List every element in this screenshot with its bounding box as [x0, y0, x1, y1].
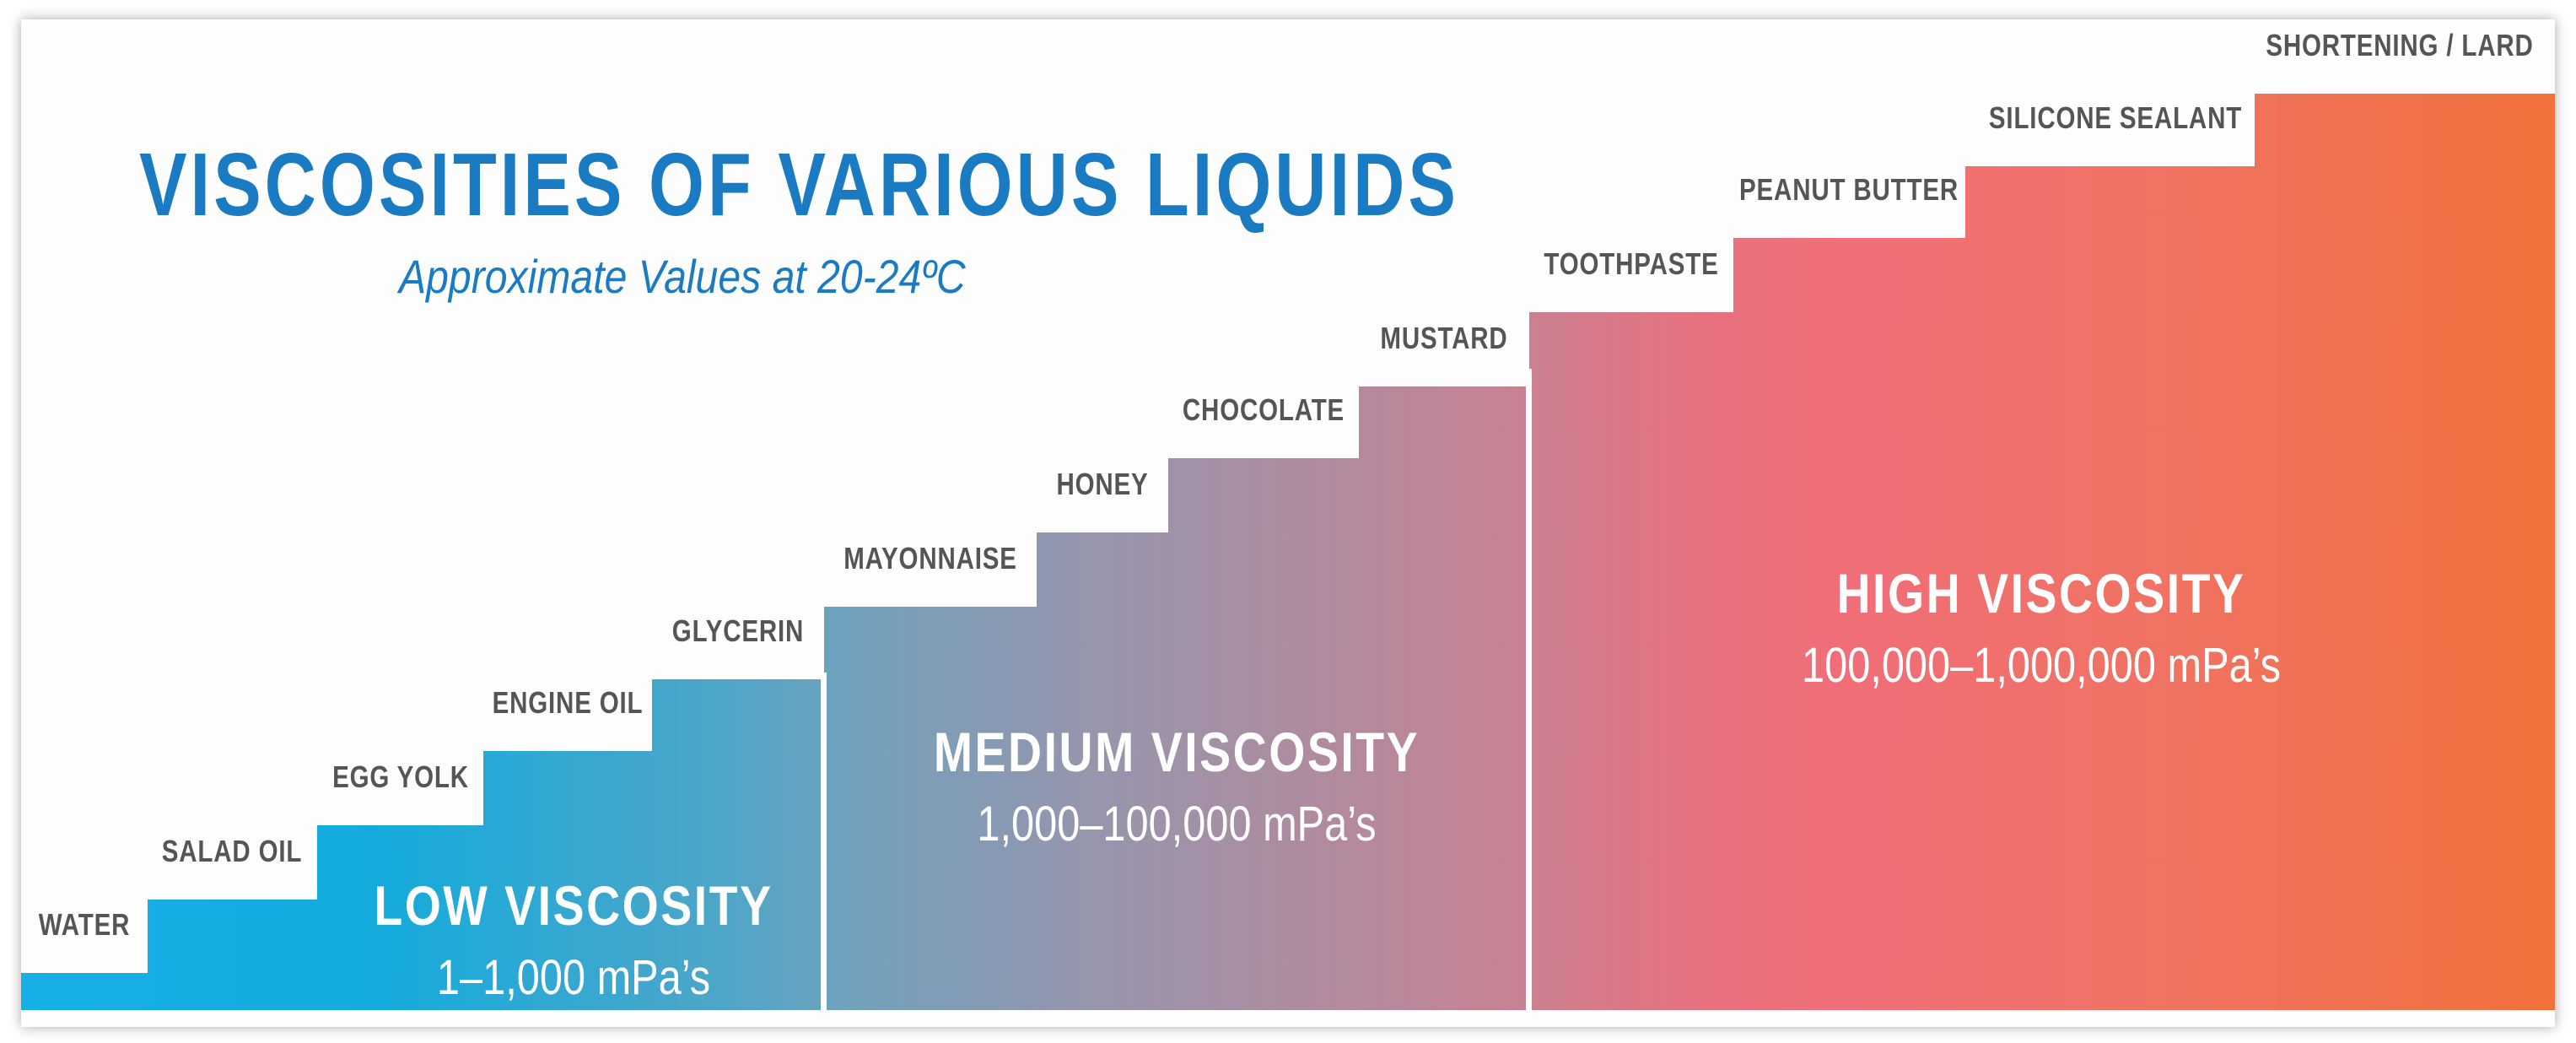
step-silicone-sealant: [1965, 166, 2255, 1010]
region-high-name: HIGH VISCOSITY: [1836, 562, 2246, 624]
region-high: HIGH VISCOSITY 100,000–1,000,000 mPa’s: [1662, 561, 2421, 694]
label-honey: HONEY: [1056, 467, 1149, 501]
label-water: WATER: [38, 907, 131, 942]
page-title: VISCOSITIES OF VARIOUS LIQUIDS: [139, 135, 1459, 235]
label-mayonnaise: MAYONNAISE: [843, 541, 1017, 576]
region-low: LOW VISCOSITY 1–1,000 mPa’s: [194, 873, 953, 1006]
step-honey: [1037, 532, 1168, 1010]
label-salad-oil: SALAD OIL: [161, 834, 303, 868]
label-peanut-butter: PEANUT BUTTER: [1739, 172, 1959, 207]
step-chocolate: [1168, 458, 1359, 1010]
step-water: [21, 973, 148, 1010]
divider-low-medium: [821, 673, 827, 1010]
label-toothpaste: TOOTHPASTE: [1544, 246, 1719, 281]
region-medium-range: 1,000–100,000 mPa’s: [977, 797, 1377, 851]
step-shortening-lard: [2255, 94, 2555, 1010]
label-glycerin: GLYCERIN: [671, 613, 805, 648]
label-shortening-lard: SHORTENING / LARD: [2266, 28, 2534, 62]
label-engine-oil: ENGINE OIL: [492, 685, 644, 720]
region-medium: MEDIUM VISCOSITY 1,000–100,000 mPa’s: [797, 720, 1556, 852]
label-silicone-sealant: SILICONE SEALANT: [1988, 100, 2243, 135]
region-medium-name: MEDIUM VISCOSITY: [933, 721, 1420, 783]
step-toothpaste: [1529, 312, 1733, 1010]
step-mayonnaise: [824, 607, 1037, 1010]
step-salad-oil: [148, 900, 317, 1010]
step-glycerin: [652, 679, 824, 1010]
step-peanut-butter: [1733, 238, 1965, 1010]
subtitle: Approximate Values at 20-24ºC: [399, 250, 966, 303]
step-engine-oil: [483, 751, 652, 1010]
region-high-range: 100,000–1,000,000 mPa’s: [1802, 638, 2281, 693]
step-egg-yolk: [317, 825, 483, 1010]
region-low-range: 1–1,000 mPa’s: [436, 950, 711, 1005]
infographic-card: VISCOSITIES OF VARIOUS LIQUIDS Approxima…: [21, 19, 2555, 1027]
label-chocolate: CHOCOLATE: [1182, 392, 1345, 427]
label-egg-yolk: EGG YOLK: [332, 759, 469, 794]
step-mustard: [1359, 386, 1529, 1010]
region-low-name: LOW VISCOSITY: [374, 874, 773, 937]
divider-medium-high: [1526, 369, 1532, 1010]
label-mustard: MUSTARD: [1380, 321, 1508, 355]
